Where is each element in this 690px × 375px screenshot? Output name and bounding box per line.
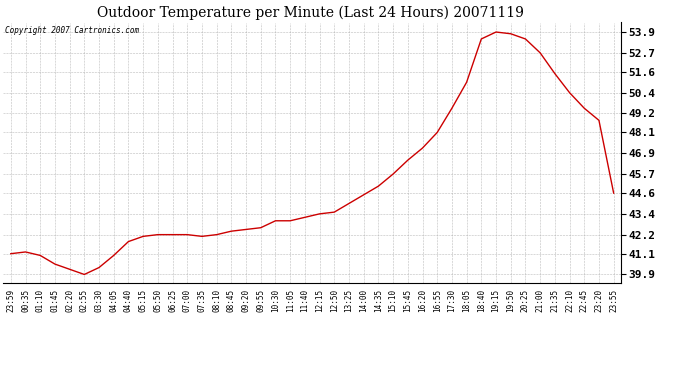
Text: Outdoor Temperature per Minute (Last 24 Hours) 20071119: Outdoor Temperature per Minute (Last 24 … <box>97 6 524 20</box>
Text: Copyright 2007 Cartronics.com: Copyright 2007 Cartronics.com <box>5 26 139 35</box>
